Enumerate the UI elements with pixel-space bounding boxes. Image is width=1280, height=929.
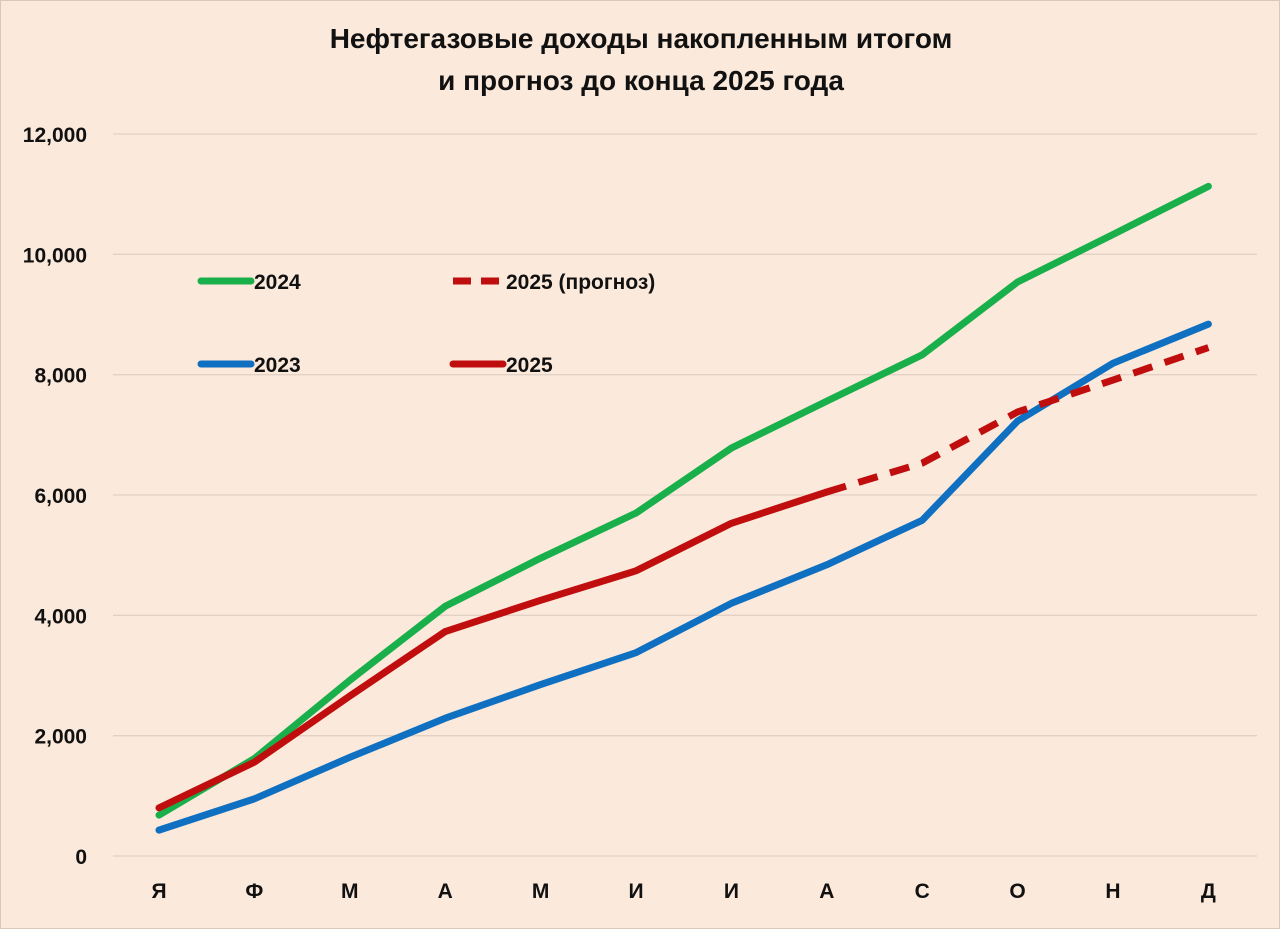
x-tick-label: О bbox=[1009, 880, 1025, 903]
series-line-2025-прогноз bbox=[825, 344, 1210, 496]
y-tick-label: 4,000 bbox=[34, 605, 87, 628]
chart-title-line-1: Нефтегазовые доходы накопленным итогом bbox=[330, 23, 953, 54]
x-tick-label: Д bbox=[1201, 880, 1216, 903]
legend-label: 2024 bbox=[254, 271, 301, 294]
y-tick-label: 12,000 bbox=[23, 124, 87, 147]
x-tick-label: И bbox=[628, 880, 643, 903]
x-tick-label: М bbox=[341, 880, 359, 903]
x-tick-label: А bbox=[819, 880, 834, 903]
x-tick-label: Я bbox=[151, 880, 166, 903]
legend-label: 2025 bbox=[506, 354, 553, 377]
series-line-2024 bbox=[155, 182, 1212, 819]
x-tick-label: С bbox=[915, 880, 930, 903]
y-axis-tick-labels: 0 2,000 4,000 6,000 8,000 10,000 12,000 bbox=[23, 124, 87, 869]
gridlines bbox=[113, 133, 1257, 857]
x-tick-label: Ф bbox=[245, 880, 263, 903]
y-tick-label: 10,000 bbox=[23, 244, 87, 267]
series-line-2025 bbox=[155, 488, 831, 812]
chart-title-line-2: и прогноз до конца 2025 года bbox=[438, 65, 844, 96]
series-lines bbox=[155, 182, 1212, 834]
y-tick-label: 0 bbox=[75, 846, 87, 869]
y-tick-label: 8,000 bbox=[34, 365, 87, 388]
x-tick-label: М bbox=[532, 880, 550, 903]
x-tick-label: А bbox=[438, 880, 453, 903]
x-tick-label: И bbox=[724, 880, 739, 903]
y-tick-label: 2,000 bbox=[34, 726, 87, 749]
legend-label: 2025 (прогноз) bbox=[506, 271, 655, 294]
series-line-2023 bbox=[155, 320, 1212, 834]
y-tick-label: 6,000 bbox=[34, 485, 87, 508]
legend: 2024 2025 (прогноз) 2023 2025 bbox=[197, 271, 655, 377]
x-tick-label: Н bbox=[1105, 880, 1120, 903]
legend-label: 2023 bbox=[254, 354, 301, 377]
